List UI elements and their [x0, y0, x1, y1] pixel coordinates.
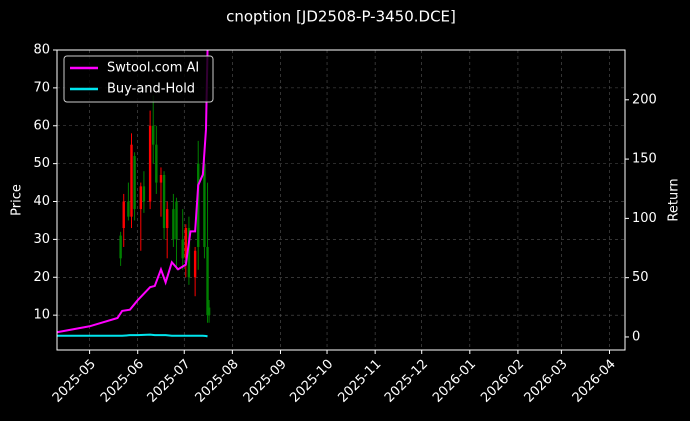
- y-tick-label: 20: [33, 270, 50, 285]
- candle-body: [181, 239, 184, 259]
- candle-body: [193, 250, 197, 278]
- y-tick-label: 10: [33, 308, 50, 323]
- candle-body: [203, 163, 206, 247]
- y2-tick-label: 100: [632, 211, 657, 226]
- y2-tick-label: 50: [632, 270, 649, 285]
- candle-body: [148, 125, 152, 202]
- y-tick-label: 80: [33, 43, 50, 58]
- candle-body: [152, 125, 155, 145]
- candle-body: [142, 186, 146, 202]
- candle-body: [162, 175, 166, 229]
- y2-tick-label: 0: [632, 329, 640, 344]
- y-tick-label: 50: [33, 156, 50, 171]
- y-tick-label: 40: [33, 194, 50, 209]
- legend: Swtool.com AI Buy-and-Hold: [63, 55, 214, 103]
- candle-body: [155, 144, 158, 183]
- y2-tick-label: 200: [632, 92, 657, 107]
- chart-title: cnoption [JD2508-P-3450.DCE]: [226, 8, 456, 26]
- candle-body: [175, 201, 178, 240]
- candle-body: [207, 307, 211, 316]
- line-series: [56, 49, 209, 334]
- candle-body: [197, 163, 200, 247]
- y2-tick-label: 150: [632, 152, 657, 167]
- legend-label: Swtool.com AI: [107, 61, 199, 76]
- plot-frame: [56, 49, 626, 351]
- candle-body: [184, 228, 188, 259]
- candle-body: [133, 156, 136, 210]
- candle-body: [119, 235, 122, 259]
- candle-body: [139, 186, 143, 210]
- candle-body: [127, 201, 130, 217]
- y-tick-label: 60: [33, 118, 50, 133]
- candle-body: [187, 228, 191, 278]
- candle-body: [206, 246, 209, 316]
- candle-body: [172, 209, 175, 240]
- y-tick-label: 70: [33, 80, 50, 95]
- legend-label: Buy-and-Hold: [107, 82, 195, 97]
- candle-body: [165, 209, 169, 229]
- candle-body: [122, 201, 125, 229]
- legend-box: [63, 55, 214, 103]
- y2-axis-label: Return: [667, 178, 682, 221]
- y-tick-label: 30: [33, 232, 50, 247]
- candle-body: [130, 144, 133, 217]
- candle-body: [159, 175, 163, 183]
- line-series: [57, 333, 208, 338]
- y-axis-label: Price: [10, 184, 25, 216]
